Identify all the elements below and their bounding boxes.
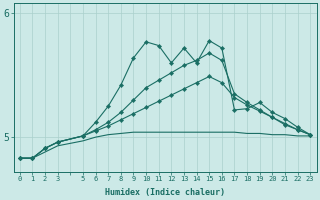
X-axis label: Humidex (Indice chaleur): Humidex (Indice chaleur) [105, 188, 225, 197]
